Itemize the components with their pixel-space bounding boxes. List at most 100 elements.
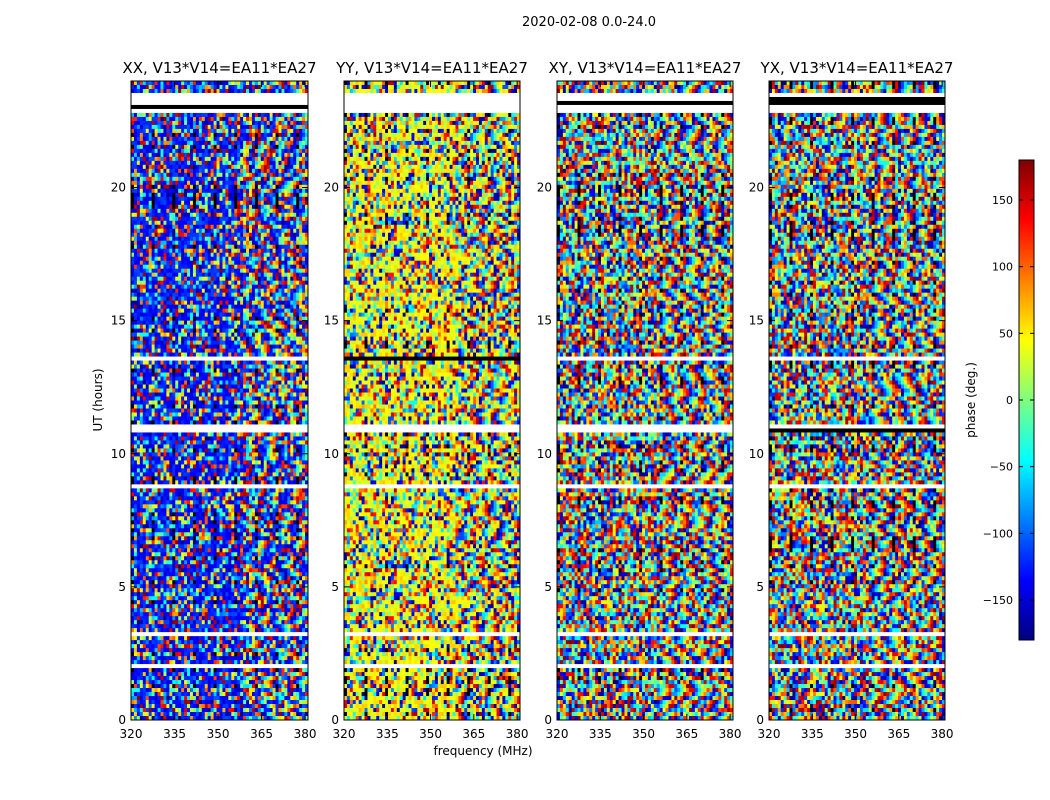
heatmap-cell xyxy=(254,224,259,230)
heatmap-cell xyxy=(133,208,138,214)
heatmap-cell xyxy=(192,380,197,385)
heatmap-cell xyxy=(254,272,259,278)
heatmap-cell xyxy=(181,148,185,154)
heatmap-cell xyxy=(281,112,285,118)
heatmap-cell xyxy=(169,348,173,353)
heatmap-cell xyxy=(216,380,220,385)
heatmap-cell xyxy=(246,212,250,218)
heatmap-cell xyxy=(219,108,223,114)
heatmap-cell xyxy=(142,412,147,417)
heatmap-cell xyxy=(299,128,303,134)
heatmap-cell xyxy=(257,232,262,238)
heatmap-cell xyxy=(136,396,141,401)
heatmap-cell xyxy=(251,188,256,194)
heatmap-cell xyxy=(213,92,217,98)
heatmap-cell xyxy=(190,376,194,381)
heatmap-cell xyxy=(210,200,214,206)
heatmap-cell xyxy=(163,316,167,322)
heatmap-cell xyxy=(260,324,265,330)
heatmap-cell xyxy=(272,216,276,222)
heatmap-cell xyxy=(207,240,212,246)
heatmap-cell xyxy=(213,348,217,353)
heatmap-cell xyxy=(225,328,229,333)
heatmap-cell xyxy=(169,376,173,381)
heatmap-cell xyxy=(225,212,229,218)
heatmap-cell xyxy=(287,244,291,250)
heatmap-cell xyxy=(175,324,179,330)
heatmap-cell xyxy=(142,248,147,254)
heatmap-cell xyxy=(195,332,200,337)
heatmap-cell xyxy=(219,408,223,413)
heatmap-cell xyxy=(148,344,153,349)
heatmap-cell xyxy=(284,260,288,266)
heatmap-cell xyxy=(213,232,217,238)
heatmap-cell xyxy=(201,96,206,102)
heatmap-cell xyxy=(251,376,256,381)
heatmap-cell xyxy=(154,324,158,330)
heatmap-cell xyxy=(228,84,232,90)
heatmap-cell xyxy=(198,320,203,326)
heatmap-cell xyxy=(260,120,265,126)
heatmap-cell xyxy=(219,380,223,385)
heatmap-cell xyxy=(207,312,212,318)
heatmap-cell xyxy=(263,156,268,162)
heatmap-cell xyxy=(131,152,135,158)
heatmap-cell xyxy=(228,336,232,341)
heatmap-cell xyxy=(198,380,203,385)
heatmap-cell xyxy=(157,212,161,218)
heatmap-cell xyxy=(254,152,259,158)
heatmap-cell xyxy=(237,100,241,106)
heatmap-cell xyxy=(251,108,256,114)
heatmap-cell xyxy=(249,108,253,114)
heatmap-cell xyxy=(181,380,185,385)
heatmap-cell xyxy=(216,388,220,393)
heatmap-cell xyxy=(290,228,294,234)
heatmap-cell xyxy=(163,112,167,118)
heatmap-cell xyxy=(216,320,220,326)
heatmap-cell xyxy=(254,100,259,106)
heatmap-cell xyxy=(207,212,212,218)
heatmap-cell xyxy=(131,148,135,154)
heatmap-cell xyxy=(216,112,220,118)
heatmap-cell xyxy=(228,92,232,98)
heatmap-cell xyxy=(131,312,135,318)
heatmap-cell xyxy=(187,360,191,365)
heatmap-cell xyxy=(131,220,135,226)
heatmap-cell xyxy=(260,136,265,142)
heatmap-cell xyxy=(263,168,268,174)
heatmap-cell xyxy=(231,280,235,286)
heatmap-cell xyxy=(237,336,241,341)
heatmap-cell xyxy=(293,172,297,178)
heatmap-cell xyxy=(213,164,217,170)
heatmap-cell xyxy=(228,392,232,397)
heatmap-cell xyxy=(254,104,259,110)
heatmap-cell xyxy=(210,244,214,250)
heatmap-cell xyxy=(222,368,226,373)
heatmap-cell xyxy=(243,404,247,409)
heatmap-cell xyxy=(275,332,279,337)
heatmap-cell xyxy=(190,220,194,226)
heatmap-cell xyxy=(240,360,244,365)
heatmap-cell xyxy=(163,168,167,174)
heatmap-cell xyxy=(281,320,285,326)
heatmap-cell xyxy=(249,104,253,110)
heatmap-cell xyxy=(302,284,306,290)
heatmap-cell xyxy=(216,148,220,154)
heatmap-cell xyxy=(198,344,203,349)
heatmap-cell xyxy=(302,408,306,413)
heatmap-cell xyxy=(272,320,276,326)
heatmap-cell xyxy=(192,260,197,266)
heatmap-cell xyxy=(163,296,167,302)
heatmap-cell xyxy=(290,304,294,310)
heatmap-cell xyxy=(204,244,209,250)
heatmap-cell xyxy=(246,220,250,226)
heatmap-cell xyxy=(184,188,188,194)
heatmap-cell xyxy=(198,192,203,198)
heatmap-cell xyxy=(195,176,200,182)
heatmap-cell xyxy=(201,268,206,274)
heatmap-cell xyxy=(192,128,197,134)
heatmap-cell xyxy=(222,81,226,86)
heatmap-cell xyxy=(254,376,259,381)
heatmap-cell xyxy=(302,340,306,345)
heatmap-cell xyxy=(201,392,206,397)
